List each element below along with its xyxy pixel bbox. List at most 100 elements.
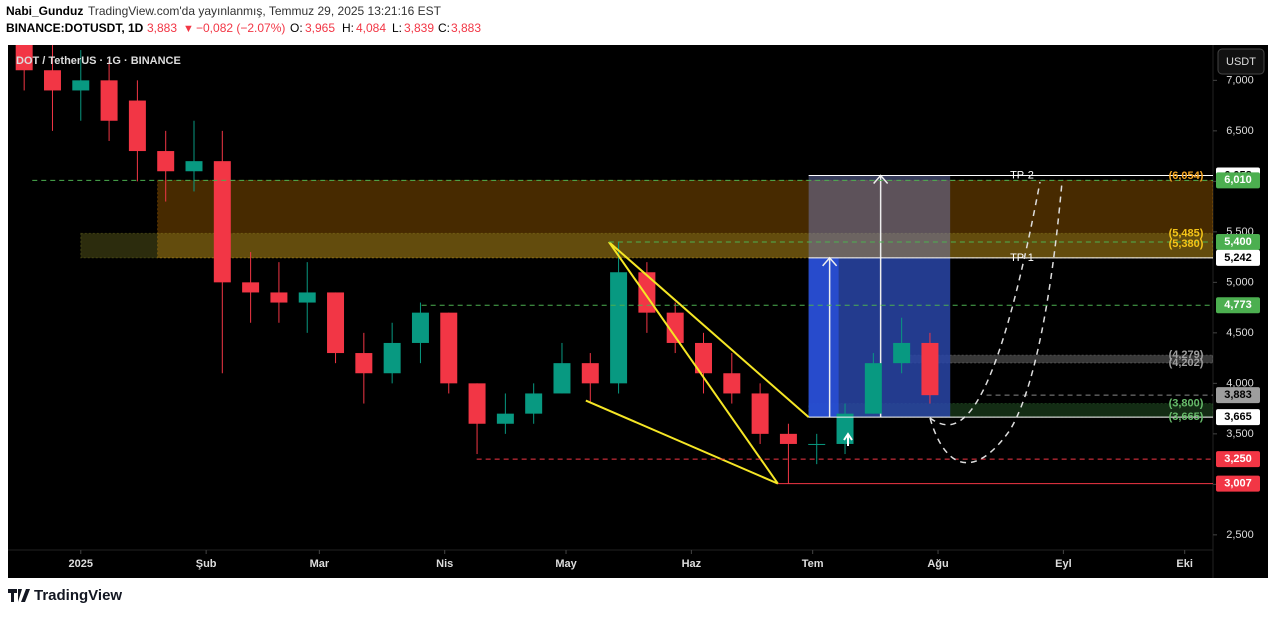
y-tick-label: 6,500 (1226, 125, 1254, 137)
c-label: C: (438, 21, 450, 35)
candle-body (43, 70, 61, 91)
candle-body (581, 363, 599, 384)
change-arrow: ▼ (183, 23, 194, 35)
l-label: L: (392, 21, 402, 35)
price-badge (1216, 297, 1260, 314)
h-label: H: (342, 21, 354, 35)
chart-panel (8, 45, 1268, 578)
projection-curve (929, 181, 1041, 426)
candle-body (496, 413, 514, 424)
price-badge (1216, 475, 1260, 492)
change: −0,082 (−2.07%) (196, 21, 285, 35)
wedge-line (585, 399, 779, 485)
logo-mark (8, 589, 30, 602)
o-label: O: (290, 21, 303, 35)
low: 3,839 (404, 21, 434, 35)
open: 3,965 (305, 21, 335, 35)
x-tick-label: Eyl (1055, 558, 1072, 570)
candle-body (610, 272, 628, 384)
candle-body (270, 292, 288, 303)
x-tick-label: Mar (310, 558, 330, 570)
y-tick-label: 4,500 (1226, 327, 1254, 339)
target-zone-1-bar (808, 257, 839, 418)
candle-body (128, 100, 146, 152)
y-tick-label: 5,000 (1226, 276, 1254, 288)
x-tick-label: Tem (802, 558, 824, 570)
price-badge-label: 3,883 (1224, 389, 1252, 401)
candle-body (751, 393, 769, 434)
price-badge-label: 3,007 (1224, 478, 1252, 490)
y-tick-label: 4,000 (1226, 377, 1254, 389)
candle-body (553, 363, 571, 394)
x-tick-label: Nis (436, 558, 453, 570)
candle-body (298, 292, 316, 303)
candle-body (468, 383, 486, 424)
candle-body (185, 161, 203, 172)
signal-arrow (843, 432, 853, 446)
projection-curve (929, 181, 1063, 464)
price-note: (3,665) (1169, 411, 1204, 423)
axes: 2,5003,0003,5004,0004,5005,0005,5006,000… (69, 74, 1260, 570)
price-note: (3,800) (1169, 397, 1204, 409)
candle-body (638, 272, 656, 313)
target-label: TP-1 (1010, 252, 1034, 264)
x-tick-label: 2025 (69, 558, 93, 570)
price-badge-label: 3,250 (1224, 453, 1252, 465)
price-badge (1216, 249, 1260, 266)
y-tick-label: 2,500 (1226, 529, 1254, 541)
candle-body (440, 312, 458, 384)
candle-body (808, 443, 826, 445)
candle-body (15, 45, 33, 71)
price-note: (5,380) (1169, 238, 1204, 250)
y-tick-label: 7,000 (1226, 74, 1254, 86)
x-tick-label: Şub (196, 558, 217, 570)
candle-body (213, 161, 231, 283)
price-badge-label: 3,665 (1224, 411, 1252, 423)
candle-body (411, 312, 429, 343)
target-label: TP-2 (1010, 169, 1034, 181)
candle-body (666, 312, 684, 343)
price-badge (1216, 233, 1260, 250)
wedge-line (608, 241, 779, 485)
x-tick-label: May (555, 558, 577, 570)
price-badge-label: 5,242 (1224, 252, 1252, 264)
price-note: (6,054) (1169, 170, 1204, 182)
candle-body (921, 342, 939, 396)
candle-body (695, 342, 712, 374)
brand: TradingView (34, 587, 122, 604)
candle-body (525, 393, 543, 414)
x-tick-label: Ağu (927, 558, 948, 570)
symbol: BINANCE:DOTUSDT, 1D (6, 21, 144, 35)
close: 3,883 (451, 21, 481, 35)
last-price: 3,883 (147, 21, 177, 35)
price-badge-label: 6,010 (1224, 174, 1252, 186)
candle-body (327, 292, 345, 354)
price-note: (5,485) (1169, 227, 1204, 239)
currency-label: USDT (1226, 56, 1256, 68)
currency-button[interactable] (1217, 48, 1265, 75)
x-tick-label: Eki (1176, 558, 1193, 570)
candle-body (383, 342, 401, 374)
candle-body (72, 80, 90, 91)
price-note: (4,202) (1169, 357, 1204, 369)
wedge-line (608, 241, 810, 418)
candle-body (157, 151, 175, 172)
candle-body (100, 80, 118, 121)
candle-body (893, 342, 911, 364)
price-badge-label: 4,773 (1224, 299, 1252, 311)
plot (15, 45, 1213, 485)
price-badge (1216, 451, 1260, 468)
price-badge (1216, 172, 1260, 189)
candle-body (723, 373, 741, 394)
y-tick-label: 3,500 (1226, 428, 1254, 440)
price-badge-label: 5,400 (1224, 236, 1252, 248)
x-tick-label: Haz (682, 558, 702, 570)
candle-body (864, 363, 882, 414)
price-badge (1216, 387, 1260, 404)
price-badge (1216, 409, 1260, 426)
chart-title: DOT / TetherUS · 1G · BINANCE (16, 55, 181, 67)
high: 4,084 (356, 21, 386, 35)
zone (80, 232, 1213, 259)
